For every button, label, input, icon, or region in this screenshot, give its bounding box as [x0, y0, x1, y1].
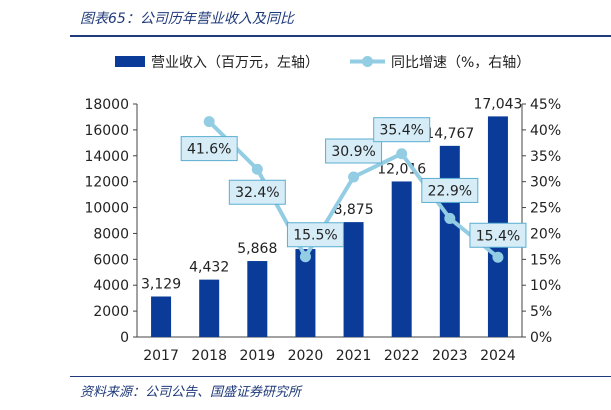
growth-label-box	[286, 222, 344, 248]
y-left-tick-label: 14000	[84, 149, 129, 165]
legend-bar-swatch	[115, 56, 145, 67]
legend-bar-label: 营业收入（百万元，左轴）	[151, 55, 319, 71]
x-tick-label: 2024	[480, 348, 516, 364]
y-left-tick-label: 4000	[93, 278, 129, 294]
source-rule	[70, 376, 611, 377]
growth-label: 35.4%	[379, 123, 423, 139]
chart-axes: 0 2000 4000 6000 8000 10000 12000 14000 16000 180…	[84, 97, 561, 364]
revenue-bar	[343, 222, 364, 337]
y-left-tick-label: 18000	[84, 97, 129, 113]
y-left-tick-label: 0	[120, 330, 129, 346]
growth-label: 15.4%	[476, 228, 520, 244]
growth-line	[203, 116, 504, 263]
growth-label-box	[469, 222, 527, 248]
y-right-tick-label: 30%	[530, 175, 561, 191]
growth-label: 32.4%	[235, 185, 279, 201]
x-tick-label: 2019	[239, 348, 275, 364]
x-tick-label: 2020	[288, 348, 324, 364]
x-tick-label: 2021	[336, 348, 372, 364]
revenue-bar-label: 17,043	[473, 96, 522, 112]
legend-line-label: 同比增速（%，右轴）	[391, 55, 530, 71]
growth-label-box	[421, 177, 479, 203]
growth-label-box	[325, 138, 383, 164]
growth-label: 22.9%	[428, 183, 472, 199]
y-right-tick-label: 15%	[530, 252, 561, 268]
y-left-tick-label: 2000	[93, 304, 129, 320]
y-right-tick-label: 5%	[530, 304, 552, 320]
y-left-tick-label: 16000	[84, 123, 129, 139]
revenue-bar	[295, 249, 316, 337]
title-rule	[70, 35, 611, 37]
growth-point	[348, 171, 360, 183]
y-right-tick-label: 45%	[530, 97, 561, 113]
revenue-bar	[151, 296, 172, 337]
y-right-tick-label: 10%	[530, 278, 561, 294]
revenue-bar-label: 8,875	[334, 202, 374, 218]
y-right-tick-label: 0%	[530, 330, 552, 346]
x-tick-label: 2017	[143, 348, 179, 364]
figure-title: 图表65：公司历年营业收入及同比	[80, 11, 294, 27]
growth-label-box	[228, 179, 286, 205]
x-tick-label: 2018	[191, 348, 227, 364]
growth-labels: 41.6% 32.4% 15.5% 30.9%35.4% 22.9% 15.4%	[180, 117, 527, 248]
growth-label-box	[180, 136, 238, 162]
revenue-bar	[247, 261, 268, 337]
revenue-bar	[199, 279, 220, 337]
growth-point	[492, 251, 504, 263]
y-right-tick-label: 20%	[530, 226, 561, 242]
revenue-bar-label: 4,432	[189, 260, 229, 276]
growth-point	[299, 251, 311, 263]
revenue-bar	[391, 181, 412, 337]
growth-point	[396, 148, 408, 160]
growth-point	[251, 163, 263, 175]
revenue-bar-label: 5,868	[237, 241, 277, 257]
y-right-tick-label: 40%	[530, 123, 561, 139]
y-left-tick-label: 6000	[93, 252, 129, 268]
revenue-bar-label: 14,767	[425, 126, 474, 142]
y-right-tick-label: 25%	[530, 201, 561, 217]
growth-label: 30.9%	[331, 144, 375, 160]
growth-label-box	[373, 117, 431, 143]
chart-legend: 营业收入（百万元，左轴） 同比增速（%，右轴）	[115, 55, 530, 71]
x-tick-label: 2023	[432, 348, 468, 364]
growth-point	[444, 212, 456, 224]
legend-line-marker	[362, 56, 373, 67]
growth-point	[203, 116, 215, 128]
y-left-tick-label: 12000	[84, 175, 129, 191]
revenue-bar	[439, 145, 460, 337]
growth-label: 15.5%	[293, 228, 337, 244]
figure-source: 资料来源：公司公告、国盛证券研究所	[80, 385, 302, 400]
growth-label: 41.6%	[187, 142, 231, 158]
revenue-bar-label: 3,129	[141, 276, 181, 292]
y-left-tick-label: 10000	[84, 201, 129, 217]
y-right-tick-label: 35%	[530, 149, 561, 165]
y-left-tick-label: 8000	[93, 226, 129, 242]
x-tick-label: 2022	[384, 348, 420, 364]
